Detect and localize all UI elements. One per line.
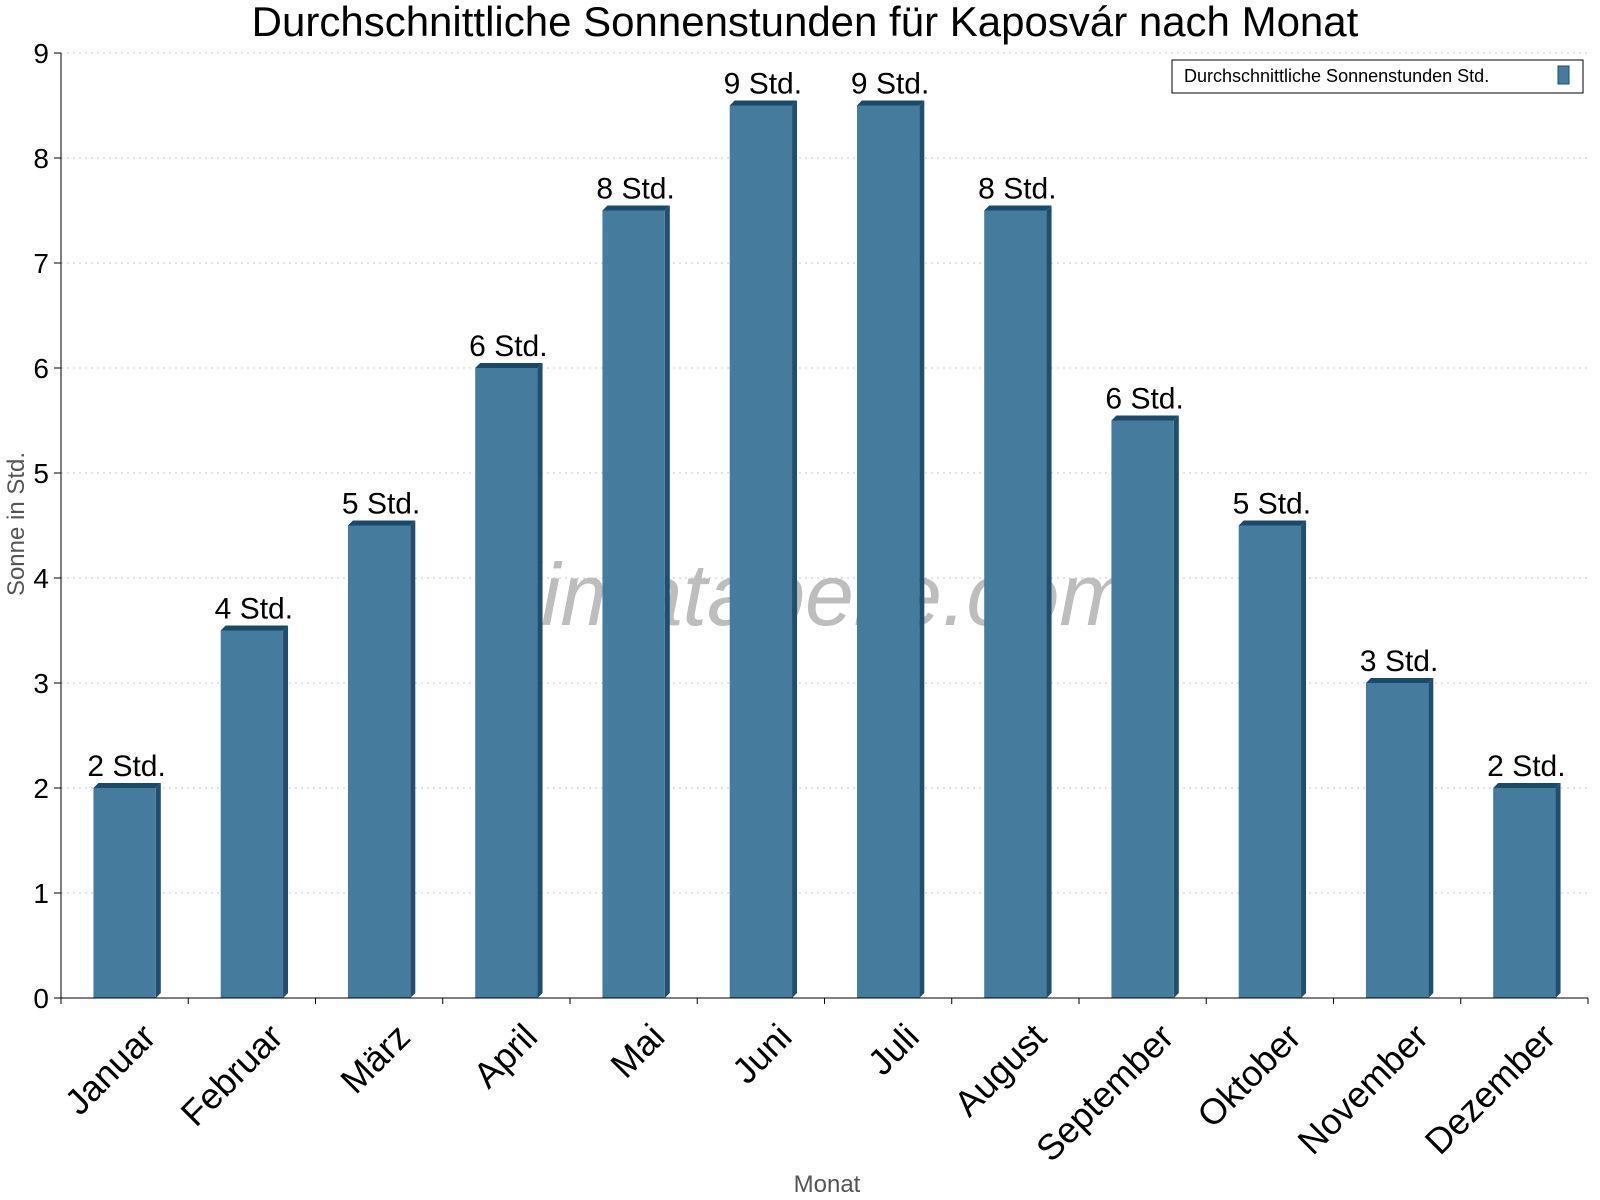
x-tick-label: Dezember bbox=[1417, 1016, 1563, 1162]
bar-side bbox=[537, 363, 543, 998]
x-tick-label: Juni bbox=[724, 1016, 800, 1092]
bar-side bbox=[410, 520, 416, 998]
data-label: 4 Std. bbox=[215, 593, 293, 626]
bar bbox=[729, 105, 793, 998]
bar bbox=[1111, 420, 1174, 998]
x-tick-label: Juli bbox=[860, 1016, 927, 1083]
bar-side bbox=[1046, 205, 1052, 998]
legend-entry-label: Durchschnittliche Sonnenstunden Std. bbox=[1184, 66, 1489, 86]
x-tick-label: Februar bbox=[172, 1016, 290, 1134]
data-label: 5 Std. bbox=[342, 488, 420, 521]
bar-top bbox=[984, 205, 1052, 211]
bar bbox=[1365, 683, 1429, 998]
bar bbox=[984, 210, 1047, 998]
x-tick-label: November bbox=[1289, 1016, 1435, 1162]
x-tick-labels: Januar Februar März April Mai Juni Juli AugustS… bbox=[57, 1016, 1564, 1170]
bar bbox=[475, 368, 538, 998]
bar-side bbox=[1173, 415, 1179, 998]
bar-side bbox=[1428, 678, 1434, 998]
bar-top bbox=[1365, 678, 1434, 683]
bar bbox=[93, 788, 156, 998]
x-tick-label: April bbox=[465, 1016, 545, 1096]
bar bbox=[220, 630, 284, 998]
x-tick-label: Oktober bbox=[1189, 1016, 1309, 1136]
bars bbox=[93, 100, 1561, 998]
x-tick-label: März bbox=[332, 1016, 418, 1102]
bar bbox=[1238, 525, 1302, 998]
y-tick-label: 0 bbox=[33, 983, 49, 1014]
y-tick-label: 3 bbox=[33, 668, 49, 699]
x-tick-label: Mai bbox=[602, 1016, 672, 1086]
y-tick-label: 7 bbox=[33, 248, 49, 279]
bar-top bbox=[1111, 415, 1179, 421]
bar bbox=[856, 105, 920, 998]
legend-box bbox=[1171, 59, 1584, 94]
bar-top bbox=[856, 100, 925, 106]
grid-lines bbox=[61, 52, 1588, 894]
data-label: 9 Std. bbox=[851, 68, 929, 101]
bar-side bbox=[664, 205, 670, 998]
bar-top bbox=[729, 100, 798, 106]
legend-swatch bbox=[1557, 65, 1570, 85]
y-tick-label: 2 bbox=[33, 773, 49, 804]
data-label: 9 Std. bbox=[724, 68, 802, 101]
bar-side bbox=[1555, 783, 1561, 998]
bar-top bbox=[1238, 520, 1307, 526]
bar bbox=[1493, 788, 1556, 998]
bar-top bbox=[347, 520, 416, 526]
x-tick-label: August bbox=[946, 1016, 1054, 1124]
y-tick-label: 5 bbox=[33, 458, 49, 489]
y-tick-labels: 0 1 2 3 4 5 6 7 8 9 bbox=[33, 38, 49, 1014]
y-tick-label: 4 bbox=[33, 563, 49, 594]
bar-side bbox=[792, 100, 798, 998]
bar-top bbox=[602, 205, 670, 211]
y-tick-label: 6 bbox=[33, 353, 49, 384]
bar-side bbox=[155, 783, 161, 998]
data-label: 8 Std. bbox=[596, 173, 674, 206]
data-label: 8 Std. bbox=[978, 173, 1056, 206]
bar-top bbox=[93, 783, 161, 788]
x-tick-label: Januar bbox=[57, 1016, 164, 1123]
y-tick-label: 1 bbox=[33, 878, 49, 909]
data-label: 5 Std. bbox=[1233, 488, 1311, 521]
chart-title: Durchschnittliche Sonnenstunden für Kapo… bbox=[252, 0, 1359, 45]
bar-side bbox=[283, 625, 289, 998]
x-tick-label: September bbox=[1028, 1016, 1182, 1170]
bar-top bbox=[1493, 783, 1561, 788]
data-label: 3 Std. bbox=[1360, 645, 1438, 678]
bar-top bbox=[475, 363, 543, 368]
data-label: 2 Std. bbox=[87, 750, 165, 783]
x-axis-label: Monat bbox=[794, 1171, 861, 1198]
data-label: 6 Std. bbox=[469, 330, 547, 363]
y-tick-label: 9 bbox=[33, 38, 49, 69]
y-axis-label: Sonne in Std. bbox=[3, 452, 30, 596]
bar bbox=[347, 525, 411, 998]
y-tick-label: 8 bbox=[33, 143, 49, 174]
bar-side bbox=[1301, 520, 1307, 998]
data-label: 2 Std. bbox=[1487, 750, 1565, 783]
data-labels: 2 Std. 4 Std. 5 Std. 6 Std. 8 Std. 9 Std. 9 St… bbox=[87, 68, 1565, 784]
axes bbox=[54, 52, 1589, 1004]
legend: Durchschnittliche Sonnenstunden Std. bbox=[1171, 59, 1584, 94]
data-label: 6 Std. bbox=[1105, 383, 1183, 416]
bar bbox=[602, 210, 665, 998]
bar-top bbox=[220, 625, 289, 631]
bar-side bbox=[919, 100, 925, 998]
